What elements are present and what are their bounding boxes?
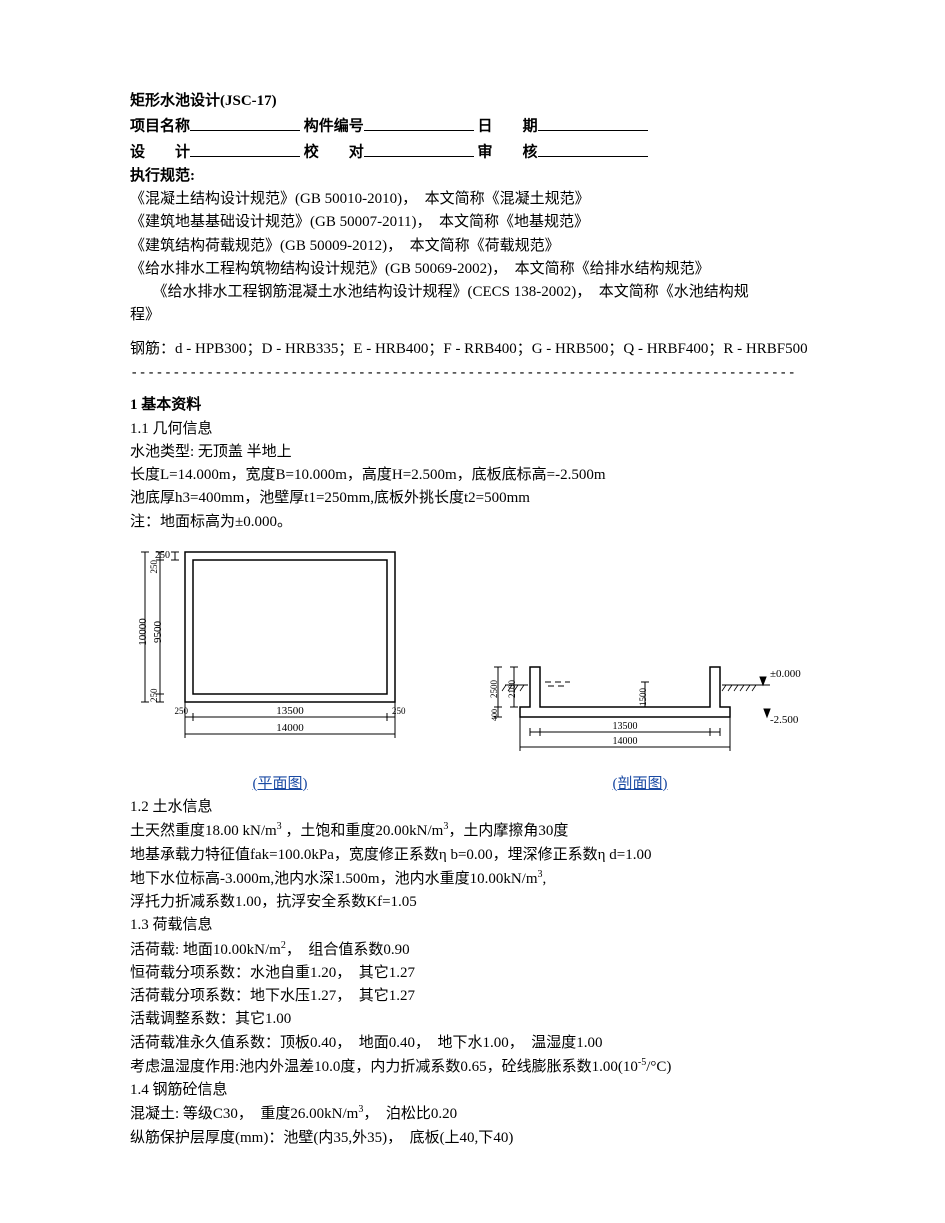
sec12-title: 1.2 土水信息 (130, 796, 815, 819)
sec13-l3: 活荷载分项系数：地下水压1.27， 其它1.27 (130, 985, 815, 1008)
sec12-l2: 地基承载力特征值fak=100.0kPa，宽度修正系数η b=0.00，埋深修正… (130, 844, 815, 867)
sec12-l3: 地下水位标高-3.000m,池内水深1.500m，池内水重度10.00kN/m3… (130, 867, 815, 891)
header-row-2: 设 计 校 对 审 核 (130, 139, 815, 165)
review-field[interactable] (538, 139, 648, 157)
plan-edge-bot-b: 250 (392, 706, 406, 716)
sec1-title: 1 基本资料 (130, 394, 815, 417)
sec13-l5: 活荷载准永久值系数：顶板0.40， 地面0.40， 地下水1.00， 温湿度1.… (130, 1032, 815, 1055)
plan-caption[interactable]: (平面图) (253, 776, 308, 792)
date-field[interactable] (538, 113, 648, 131)
standard-1: 《混凝土结构设计规范》(GB 50010-2010)， 本文简称《混凝土规范》 (130, 188, 815, 211)
section-h-total: 2500 (489, 679, 499, 698)
date-label-b: 期 (523, 119, 538, 135)
section-level-bot: -2.500 (770, 714, 799, 726)
header-row-1: 项目名称 构件编号 日 期 (130, 113, 815, 139)
sec12-l4: 浮托力折减系数1.00，抗浮安全系数Kf=1.05 (130, 891, 815, 914)
standard-3: 《建筑结构荷载规范》(GB 50009-2012)， 本文简称《荷载规范》 (130, 235, 815, 258)
caption-row: (平面图) (剖面图) (130, 773, 815, 796)
sec14-l2: 纵筋保护层厚度(mm)：池壁(内35,外35)， 底板(上40,下40) (130, 1127, 815, 1150)
plan-drawing: 250 250 250 9500 10000 (130, 542, 430, 767)
sec13-title: 1.3 荷载信息 (130, 914, 815, 937)
sec11-l3: 池底厚h3=400mm，池壁厚t1=250mm,底板外挑长度t2=500mm (130, 487, 815, 510)
plan-outer-w: 14000 (276, 722, 304, 734)
section-outer-w: 14000 (613, 736, 638, 747)
review-label: 审 核 (478, 145, 538, 161)
section-level-top: ±0.000 (770, 668, 801, 680)
sec13-l4: 活载调整系数：其它1.00 (130, 1008, 815, 1031)
sec13-l1: 活荷载: 地面10.00kN/m2， 组合值系数0.90 (130, 938, 815, 962)
sec11-l2: 长度L=14.000m，宽度B=10.000m，高度H=2.500m，底板底标高… (130, 464, 815, 487)
divider-line: ----------------------------------------… (130, 363, 815, 385)
sec14-title: 1.4 钢筋砼信息 (130, 1079, 815, 1102)
project-label: 项目名称 (130, 119, 190, 135)
plan-inner-w: 13500 (276, 705, 304, 717)
component-field[interactable] (364, 113, 474, 131)
section-h-water: 2100 (507, 679, 517, 698)
component-label: 构件编号 (304, 119, 364, 135)
drawings-row: 250 250 250 9500 10000 (130, 542, 815, 767)
section-h-base: 400 (490, 709, 499, 721)
section-drawing: ±0.000 -2.500 2500 400 2100 1500 (470, 637, 810, 767)
standard-5b: 程》 (130, 304, 815, 327)
design-field[interactable] (190, 139, 300, 157)
sec11-title: 1.1 几何信息 (130, 418, 815, 441)
check-label: 校 对 (304, 145, 364, 161)
date-label-a: 日 (478, 119, 493, 135)
check-field[interactable] (364, 139, 474, 157)
rebar-codes: 钢筋：d - HPB300；D - HRB335；E - HRB400；F - … (130, 338, 815, 361)
design-label: 设 计 (130, 145, 190, 161)
sec11-l4: 注：地面标高为±0.000。 (130, 511, 815, 534)
plan-inner-h: 9500 (152, 620, 164, 643)
page: 矩形水池设计(JSC-17) 项目名称 构件编号 日 期 设 计 校 对 审 核… (0, 0, 945, 1223)
project-field[interactable] (190, 113, 300, 131)
standard-4: 《给水排水工程构筑物结构设计规范》(GB 50069-2002)， 本文简称《给… (130, 258, 815, 281)
plan-edge-bot-a: 250 (175, 706, 189, 716)
sec12-l1: 土天然重度18.00 kN/m3 ，土饱和重度20.00kN/m3，土内摩擦角3… (130, 819, 815, 843)
standards-label: 执行规范: (130, 165, 815, 188)
plan-outer-h: 10000 (137, 618, 149, 646)
sec13-l6: 考虑温湿度作用:池内外温差10.0度，内力折减系数0.65，砼线膨胀系数1.00… (130, 1055, 815, 1079)
standard-5a: 《给水排水工程钢筋混凝土水池结构设计规程》(CECS 138-2002)， 本文… (130, 281, 815, 304)
sec11-l1: 水池类型: 无顶盖 半地上 (130, 441, 815, 464)
section-h-inside: 1500 (638, 687, 648, 706)
doc-title: 矩形水池设计(JSC-17) (130, 90, 815, 113)
plan-edge-left-b: 250 (149, 688, 159, 702)
sec14-l1: 混凝土: 等级C30， 重度26.00kN/m3， 泊松比0.20 (130, 1102, 815, 1126)
sec13-l2: 恒荷载分项系数：水池自重1.20， 其它1.27 (130, 962, 815, 985)
section-inner-w: 13500 (613, 721, 638, 732)
section-caption[interactable]: (剖面图) (613, 776, 668, 792)
plan-edge-left-a: 250 (149, 559, 159, 573)
standard-2: 《建筑地基基础设计规范》(GB 50007-2011)， 本文简称《地基规范》 (130, 211, 815, 234)
